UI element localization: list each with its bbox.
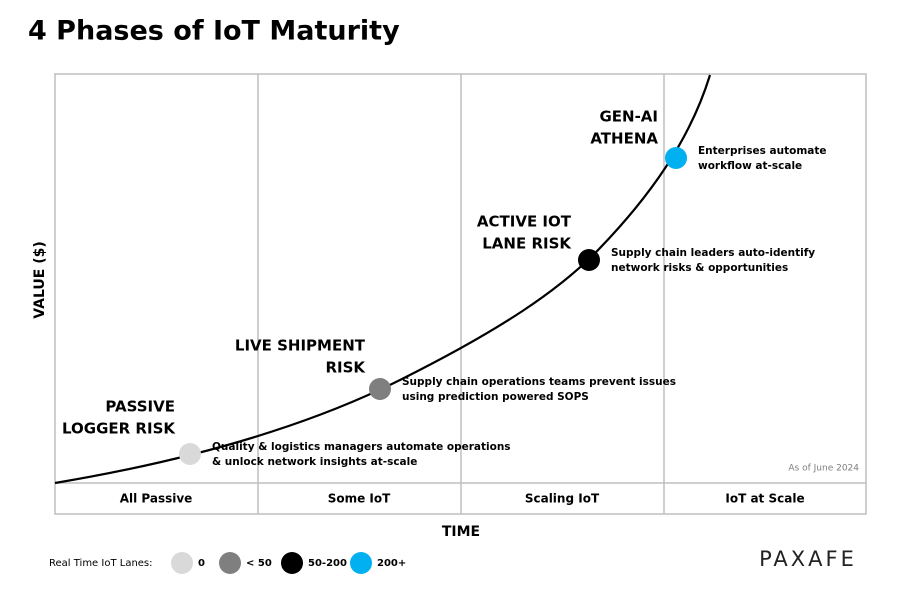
logo: PAXAFE (759, 547, 857, 571)
point-title: LOGGER RISK (62, 420, 176, 438)
x-axis-label: TIME (442, 524, 480, 540)
point-title: LANE RISK (482, 235, 572, 253)
growth-curve (54, 74, 712, 485)
point-title: RISK (325, 359, 366, 377)
legend-label: Real Time IoT Lanes: (49, 558, 153, 569)
legend-item: 50-200 (308, 558, 347, 569)
point-description: Supply chain operations teams prevent is… (402, 376, 676, 388)
title: 4 Phases of IoT Maturity (28, 16, 400, 47)
phase-point (578, 249, 600, 271)
point-description: Enterprises automate (698, 145, 827, 157)
point-title: PASSIVE (105, 398, 175, 416)
phase-point (665, 147, 687, 169)
phase-point (179, 443, 201, 465)
phase-point (369, 378, 391, 400)
phase-label: IoT at Scale (725, 492, 804, 506)
point-title: LIVE SHIPMENT (235, 337, 366, 355)
point-description: Quality & logistics managers automate op… (212, 441, 511, 453)
phase-label: All Passive (120, 492, 193, 506)
legend-item: 0 (198, 558, 205, 569)
point-description: Supply chain leaders auto-identify (611, 247, 815, 259)
point-description: & unlock network insights at-scale (212, 456, 417, 468)
legend: 0 < 50 50-200 200+ (171, 552, 406, 574)
note: As of June 2024 (788, 464, 859, 474)
points: PASSIVE LOGGER RISK Quality & logistics ma… (62, 108, 826, 469)
legend-swatch (281, 552, 303, 574)
legend-swatch (219, 552, 241, 574)
point-title: GEN-AI (599, 108, 658, 126)
point-description: workflow at-scale (698, 160, 802, 172)
legend-swatch (350, 552, 372, 574)
point-description: using prediction powered SOPS (402, 391, 589, 403)
legend-item: 200+ (377, 558, 406, 569)
point-title: ACTIVE IOT (477, 213, 572, 231)
legend-swatch (171, 552, 193, 574)
y-axis-label: VALUE ($) (32, 241, 48, 319)
point-title: ATHENA (590, 130, 658, 148)
point-description: network risks & opportunities (611, 262, 788, 274)
phase-label: Scaling IoT (525, 492, 600, 506)
phase-label: Some IoT (328, 492, 391, 506)
legend-item: < 50 (246, 558, 272, 569)
